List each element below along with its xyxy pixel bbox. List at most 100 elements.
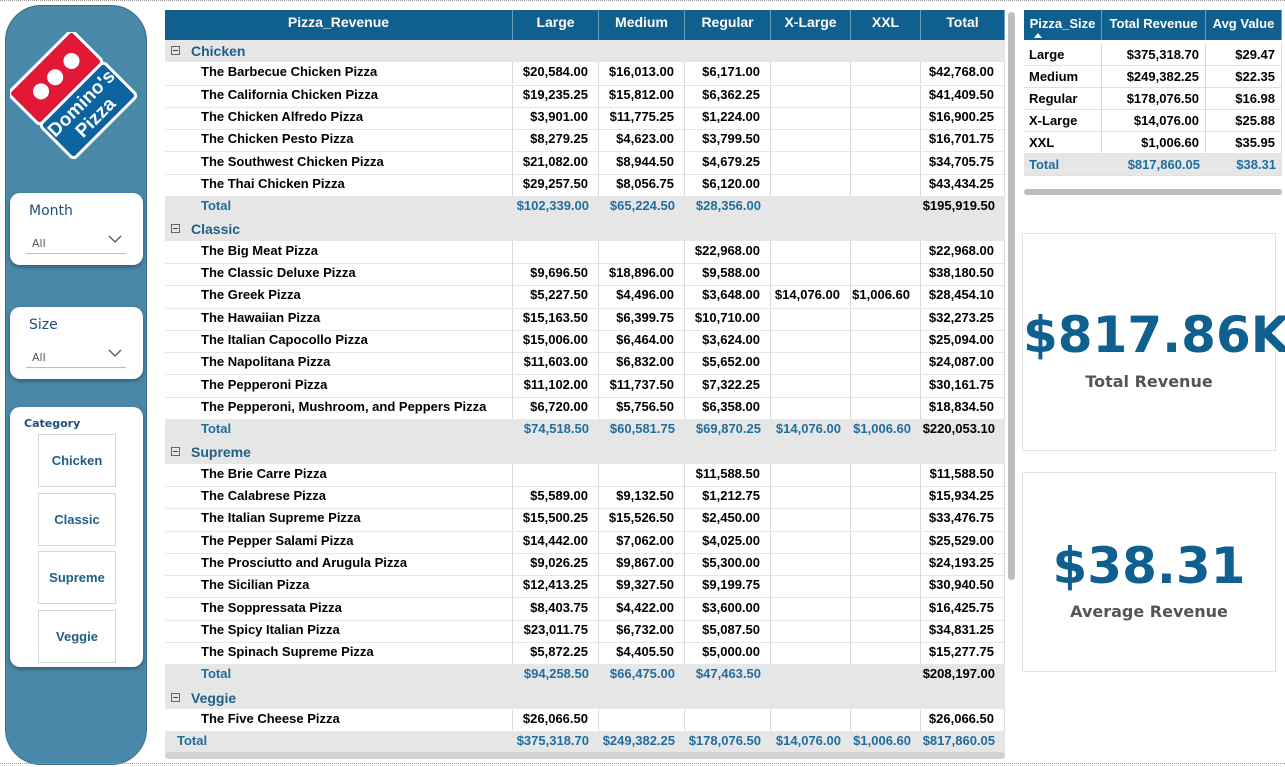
revenue-cell: $178,076.50 <box>688 733 761 749</box>
matrix-horizontal-scrollbar[interactable] <box>165 752 1005 759</box>
revenue-cell <box>771 463 851 486</box>
revenue-cell: $4,422.00 <box>599 597 685 620</box>
category-group-row[interactable]: Supreme <box>165 441 1005 464</box>
revenue-cell: $3,624.00 <box>685 329 771 352</box>
revenue-cell <box>851 575 921 598</box>
pizza-name-cell: The Five Cheese Pizza <box>165 709 513 731</box>
category-button-chicken[interactable]: Chicken <box>38 434 116 487</box>
table-row: The Big Meat Pizza $22,968.00 $22,968.00 <box>165 240 1005 264</box>
category-group-row[interactable]: Chicken <box>165 40 1005 63</box>
category-group-row[interactable]: Veggie <box>165 686 1005 709</box>
revenue-cell <box>851 597 921 620</box>
revenue-cell: $6,171.00 <box>685 62 771 85</box>
pizza-name-cell: The Spicy Italian Pizza <box>165 619 513 642</box>
revenue-cell <box>771 642 851 665</box>
collapse-icon[interactable] <box>171 692 180 702</box>
revenue-cell: $1,006.60 <box>851 285 921 308</box>
revenue-cell: $15,006.00 <box>513 329 599 352</box>
pizza-name-cell: The Greek Pizza <box>165 285 513 308</box>
revenue-cell <box>771 508 851 531</box>
category-slicer-title: Category <box>24 417 81 430</box>
revenue-cell <box>851 84 921 107</box>
month-dropdown[interactable]: All <box>26 229 126 254</box>
revenue-cell: $15,934.25 <box>921 486 1005 508</box>
revenue-cell: $8,056.75 <box>599 173 685 196</box>
pizza-name-cell: The Italian Supreme Pizza <box>165 508 513 531</box>
revenue-cell: $375,318.70 <box>516 733 589 749</box>
revenue-cell: $41,409.50 <box>921 84 1005 107</box>
category-button-veggie[interactable]: Veggie <box>38 610 116 663</box>
size-cell: Medium <box>1024 65 1102 87</box>
table-row: The Chicken Pesto Pizza $8,279.25 $4,623.0… <box>165 129 1005 153</box>
size-cell: Total <box>1029 157 1060 172</box>
category-group-row[interactable]: Classic <box>165 218 1005 241</box>
header-avg-value[interactable]: Avg Value <box>1206 10 1282 40</box>
header-large[interactable]: Large <box>513 10 599 40</box>
size-table-scrollbar[interactable] <box>1024 189 1282 195</box>
collapse-icon[interactable] <box>171 224 180 234</box>
revenue-cell <box>599 240 685 263</box>
revenue-cell <box>851 173 921 196</box>
header-pizza-size[interactable]: Pizza_Size <box>1024 10 1102 40</box>
header-x-large[interactable]: X-Large <box>771 10 851 40</box>
category-button-classic[interactable]: Classic <box>38 493 116 546</box>
revenue-cell: $6,732.00 <box>599 619 685 642</box>
revenue-cell <box>771 196 851 218</box>
revenue-cell <box>513 240 599 263</box>
revenue-cell: $5,652.00 <box>685 352 771 375</box>
revenue-cell: $60,581.75 <box>609 421 675 437</box>
pizza-name-cell: The Napolitana Pizza <box>165 352 513 375</box>
revenue-cell: $16,900.25 <box>921 106 1005 129</box>
revenue-cell <box>851 106 921 129</box>
table-row: XXL $1,006.60 $35.95 <box>1024 131 1282 154</box>
average-revenue-card: $38.31 Average Revenue <box>1022 472 1276 672</box>
category-button-supreme[interactable]: Supreme <box>38 551 116 604</box>
total-label: Total <box>201 666 232 682</box>
revenue-cell: $220,053.10 <box>922 421 995 437</box>
revenue-cell: $30,940.50 <box>921 575 1005 598</box>
revenue-cell: $18,834.50 <box>921 396 1005 419</box>
total-revenue-cell: $178,076.50 <box>1102 87 1206 109</box>
revenue-cell: $23,011.75 <box>513 619 599 642</box>
revenue-cell <box>771 597 851 620</box>
revenue-cell <box>771 62 851 85</box>
top-dotted-border <box>0 0 1285 3</box>
table-row: The Prosciutto and Arugula Pizza $9,026.2… <box>165 552 1005 577</box>
revenue-cell: $11,588.50 <box>921 463 1005 486</box>
revenue-cell: $11,737.50 <box>599 374 685 397</box>
pizza-name-cell: The Italian Capocollo Pizza <box>165 329 513 352</box>
collapse-icon[interactable] <box>171 46 180 55</box>
revenue-cell: $11,102.00 <box>513 374 599 397</box>
header-total-revenue[interactable]: Total Revenue <box>1102 10 1206 40</box>
size-dropdown[interactable]: All <box>26 343 126 368</box>
total-revenue-value: $817.86K <box>1023 306 1285 364</box>
collapse-icon[interactable] <box>171 447 180 457</box>
pizza-name-cell: The Spinach Supreme Pizza <box>165 642 513 665</box>
revenue-cell: $6,362.25 <box>685 84 771 107</box>
avg-value-cell: $29.47 <box>1206 43 1282 65</box>
revenue-cell: $6,720.00 <box>513 396 599 419</box>
revenue-cell: $9,132.50 <box>599 486 685 508</box>
sort-ascending-icon[interactable] <box>1034 33 1042 38</box>
revenue-cell: $34,831.25 <box>921 619 1005 642</box>
table-row: The Classic Deluxe Pizza $9,696.50 $18,896… <box>165 263 1005 287</box>
header-pizza-revenue[interactable]: Pizza_Revenue <box>165 10 513 40</box>
revenue-cell <box>771 374 851 397</box>
revenue-cell: $5,000.00 <box>685 642 771 665</box>
revenue-cell: $21,082.00 <box>513 151 599 174</box>
matrix-vertical-scrollbar[interactable] <box>1008 12 1015 580</box>
header-xxl[interactable]: XXL <box>851 10 921 40</box>
table-row: The Brie Carre Pizza $11,588.50 $11,588.50 <box>165 463 1005 487</box>
header-medium[interactable]: Medium <box>599 10 685 40</box>
revenue-cell <box>599 709 685 731</box>
revenue-cell: $1,212.75 <box>685 486 771 508</box>
revenue-cell: $6,120.00 <box>685 173 771 196</box>
revenue-cell: $43,434.25 <box>921 173 1005 196</box>
revenue-cell <box>771 486 851 508</box>
header-regular[interactable]: Regular <box>685 10 771 40</box>
revenue-cell: $14,442.00 <box>513 530 599 553</box>
revenue-cell <box>771 173 851 196</box>
header-total[interactable]: Total <box>921 10 1005 40</box>
avg-value-cell: $16.98 <box>1206 87 1282 109</box>
revenue-cell: $25,529.00 <box>921 530 1005 553</box>
